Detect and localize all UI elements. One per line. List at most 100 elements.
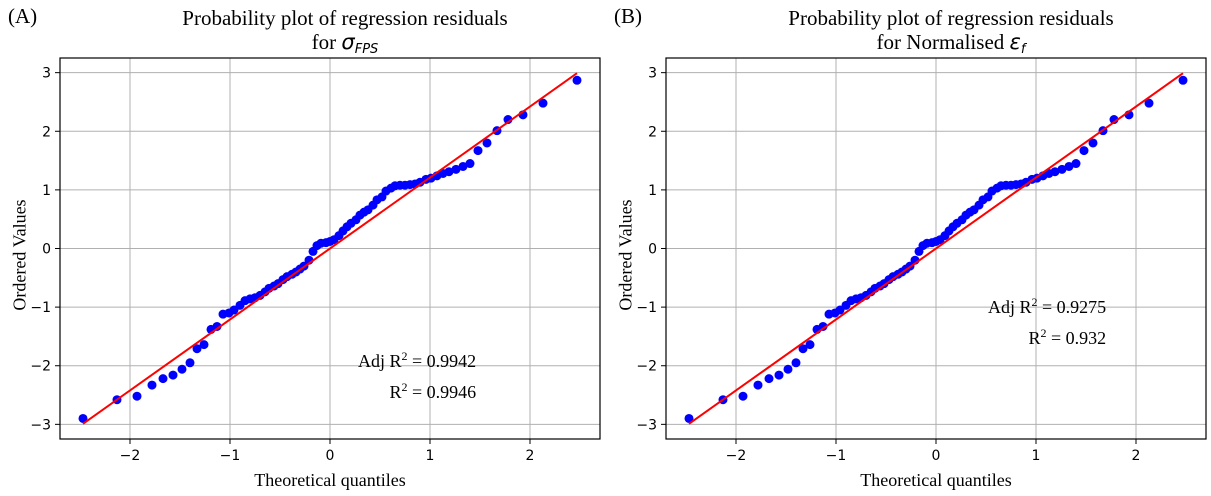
data-point <box>185 358 195 368</box>
data-point <box>1088 138 1098 148</box>
y-axis-label: Ordered Values <box>615 199 636 311</box>
data-point <box>805 340 815 350</box>
title-symbol: εf <box>1009 30 1026 57</box>
y-tick-label: 1 <box>42 183 51 199</box>
x-tick-label: −2 <box>120 448 141 464</box>
data-point <box>753 380 763 390</box>
chart-panel-a: −2 −1 0 1 2 −3 −2 −1 0 1 2 3 (A) Probability plot o… <box>0 0 605 496</box>
data-point <box>192 344 202 354</box>
r2-line: R2 = 0.932 <box>988 320 1107 351</box>
title-symbol: σFPS <box>341 30 379 57</box>
r2-value: = 0.932 <box>1046 328 1107 348</box>
y-tick-label: 0 <box>648 242 657 258</box>
data-point <box>818 321 828 331</box>
data-point <box>465 159 475 169</box>
adj-r2-line: Adj R2 = 0.9942 <box>358 343 476 374</box>
panel-label: (B) <box>614 4 642 28</box>
y-tick-label: 2 <box>648 124 657 140</box>
y-tick-label: 3 <box>648 66 657 82</box>
data-point <box>199 340 209 350</box>
x-tick-label: −1 <box>826 448 847 464</box>
chart-title-line1: Probability plot of regression residuals <box>182 6 508 30</box>
title-prefix: for <box>311 30 342 54</box>
adj-r2-sup: 2 <box>401 349 408 363</box>
data-point <box>158 374 168 384</box>
adj-r2-sup: 2 <box>1031 295 1038 309</box>
data-point <box>473 146 483 156</box>
adj-r2-value: = 0.9275 <box>1037 297 1107 317</box>
r-squared-annotation: Adj R2 = 0.9942 R2 = 0.9946 <box>358 343 476 405</box>
y-axis-label: Ordered Values <box>9 199 30 311</box>
title-prefix: for Normalised <box>876 30 1010 54</box>
r2-sup: 2 <box>401 380 408 394</box>
y-tick-label: −1 <box>30 300 51 316</box>
data-point <box>684 413 694 423</box>
data-point <box>538 98 548 108</box>
x-axis-label: Theoretical quantiles <box>254 470 406 490</box>
adj-r2-prefix: Adj R <box>358 351 402 371</box>
x-tick-label: 2 <box>1132 448 1141 464</box>
x-tick-label: −1 <box>220 448 241 464</box>
r2-prefix: R <box>389 382 402 402</box>
data-point <box>783 364 793 374</box>
data-point <box>132 391 142 401</box>
data-point <box>1050 167 1060 177</box>
data-point <box>1178 75 1188 85</box>
adj-r2-prefix: Adj R <box>988 297 1032 317</box>
adj-r2-line: Adj R2 = 0.9275 <box>988 289 1106 320</box>
y-tick-label: −3 <box>30 417 51 433</box>
data-point <box>444 167 454 177</box>
plot-area <box>684 72 1188 425</box>
r2-line: R2 = 0.9946 <box>358 374 477 405</box>
chart-title-line2: for σFPS <box>110 30 580 62</box>
data-point <box>168 370 178 380</box>
y-tick-label: −2 <box>636 359 657 375</box>
title-symbol-char: σ <box>341 30 355 54</box>
chart-title-line2: for Normalised εf <box>716 30 1186 62</box>
data-point <box>1064 161 1074 171</box>
data-point <box>147 380 157 390</box>
chart-svg-a: −2 −1 0 1 2 −3 −2 −1 0 1 2 3 <box>30 57 601 464</box>
data-point <box>774 370 784 380</box>
y-tick-label: 3 <box>42 66 51 82</box>
title-symbol-subscript: f <box>1020 42 1026 57</box>
adj-r2-value: = 0.9942 <box>407 351 477 371</box>
y-tick-label: −2 <box>30 359 51 375</box>
y-tick-label: 1 <box>648 183 657 199</box>
data-point <box>1144 98 1154 108</box>
chart-title-line1: Probability plot of regression residuals <box>788 6 1114 30</box>
data-point <box>458 161 468 171</box>
x-tick-label: 1 <box>426 448 435 464</box>
data-point <box>798 344 808 354</box>
y-tick-label: −3 <box>636 417 657 433</box>
data-point <box>78 413 88 423</box>
data-point <box>572 75 582 85</box>
x-axis-label: Theoretical quantiles <box>860 470 1012 490</box>
r-squared-annotation: Adj R2 = 0.9275 R2 = 0.932 <box>988 289 1106 351</box>
title-symbol-char: ε <box>1009 30 1021 54</box>
data-point <box>451 164 461 174</box>
x-tick-label: 1 <box>1032 448 1041 464</box>
fit-line <box>82 72 578 425</box>
data-point <box>482 138 492 148</box>
data-point <box>1079 146 1089 156</box>
panel-label: (A) <box>8 4 38 28</box>
y-tick-label: 2 <box>42 124 51 140</box>
data-point <box>177 364 187 374</box>
r2-prefix: R <box>1028 328 1041 348</box>
x-tick-label: −2 <box>726 448 747 464</box>
data-point <box>791 358 801 368</box>
chart-panel-b: −2 −1 0 1 2 −3 −2 −1 0 1 2 3 (B) Probability plot o… <box>606 0 1211 496</box>
r2-sup: 2 <box>1040 326 1047 340</box>
x-tick-label: 2 <box>526 448 535 464</box>
r2-value: = 0.9946 <box>407 382 477 402</box>
data-point <box>764 374 774 384</box>
y-tick-label: 0 <box>42 242 51 258</box>
data-point <box>1057 164 1067 174</box>
x-tick-label: 0 <box>932 448 941 464</box>
title-symbol-subscript: FPS <box>354 42 379 57</box>
x-tick-label: 0 <box>326 448 335 464</box>
chart-svg-b: −2 −1 0 1 2 −3 −2 −1 0 1 2 3 <box>636 57 1207 464</box>
data-point <box>212 321 222 331</box>
data-point <box>1071 159 1081 169</box>
